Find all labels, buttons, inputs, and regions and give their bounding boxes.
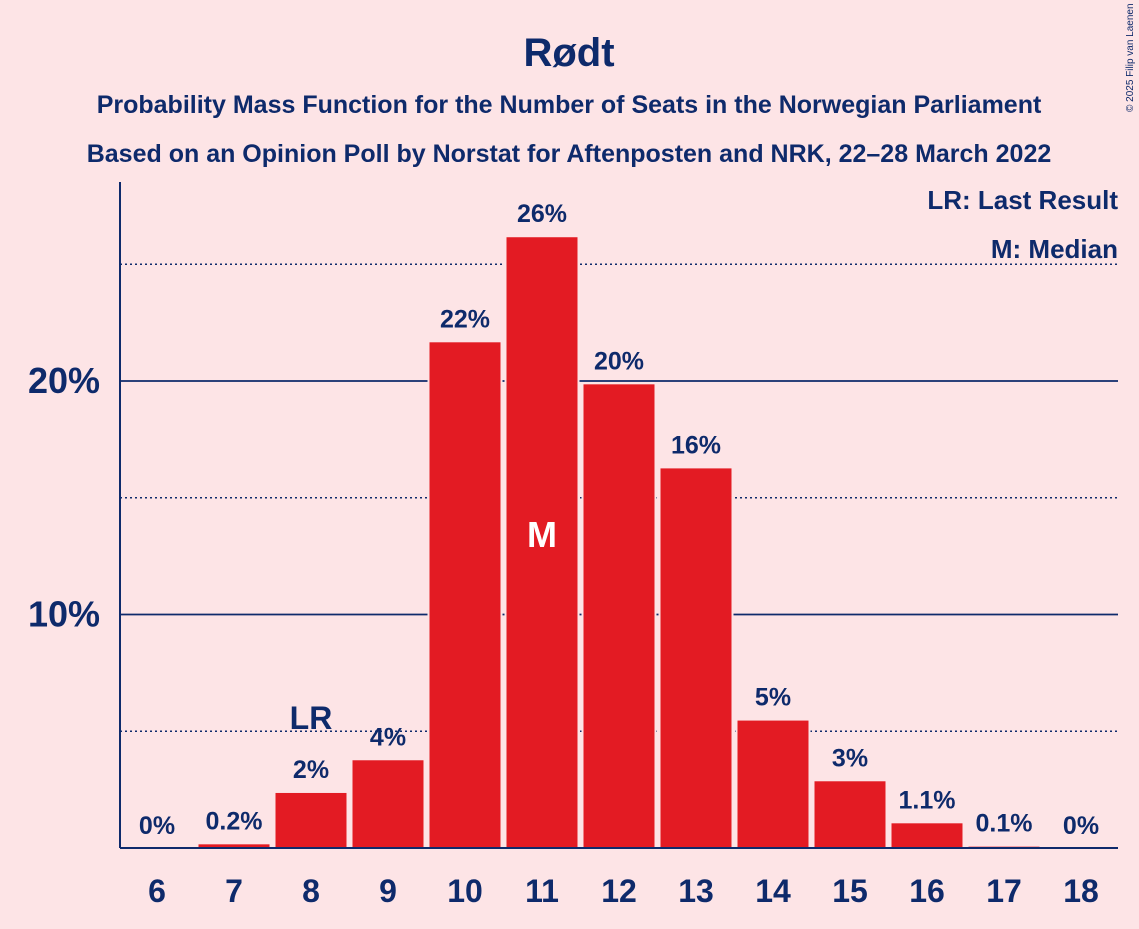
data-label: 0%: [1063, 812, 1099, 840]
x-tick-label: 10: [447, 873, 483, 909]
median-marker: M: [527, 514, 557, 555]
data-label: 2%: [293, 756, 329, 784]
data-label: 3%: [832, 744, 868, 772]
bar: [350, 758, 426, 850]
x-tick-label: 15: [832, 873, 868, 909]
data-labels: 0% 0.2% 2% LR 4% 22% 26% M 20% 16% 5% 3% 1.1% 0.1% 0%: [139, 200, 1099, 840]
x-tick-label: 13: [678, 873, 714, 909]
x-tick-label: 6: [148, 873, 166, 909]
data-label: 1.1%: [899, 786, 956, 814]
x-tick-label: 14: [755, 873, 791, 909]
chart-subtitle-2: Based on an Opinion Poll by Norstat for …: [87, 140, 1052, 168]
x-tick-label: 17: [986, 873, 1022, 909]
data-label: 22%: [440, 305, 490, 333]
data-label: 20%: [594, 347, 644, 375]
x-tick-label: 8: [302, 873, 320, 909]
x-tick-label: 18: [1063, 873, 1099, 909]
data-label: 0.2%: [206, 807, 263, 835]
x-tick-label: 16: [909, 873, 945, 909]
copyright-text: © 2025 Filip van Laenen: [1125, 3, 1136, 112]
y-tick-label: 10%: [28, 594, 100, 635]
data-label: 26%: [517, 200, 567, 228]
chart-title: Rødt: [523, 31, 614, 75]
x-tick-label: 7: [225, 873, 243, 909]
chart-subtitle: Probability Mass Function for the Number…: [97, 91, 1042, 119]
last-result-marker: LR: [290, 700, 333, 736]
bar: [812, 779, 888, 849]
x-tick-label: 9: [379, 873, 397, 909]
x-tick-label: 11: [525, 873, 559, 909]
data-label: 16%: [671, 431, 721, 459]
y-tick-label: 20%: [28, 360, 100, 401]
data-label: 5%: [755, 684, 791, 712]
bar: [889, 821, 965, 850]
data-label: 4%: [370, 723, 406, 751]
bar: [581, 382, 657, 849]
axes: 10% 20% 6 7 8 9 10 11 12 13 14 15 16 17 18: [28, 182, 1118, 909]
bar: [427, 340, 503, 849]
data-label: 0.1%: [976, 810, 1033, 838]
bar: [658, 466, 734, 849]
legend-median: M: Median: [991, 234, 1118, 264]
bar: [735, 718, 811, 850]
x-tick-label: 12: [601, 873, 637, 909]
data-label: 0%: [139, 812, 175, 840]
bar: [273, 790, 349, 850]
legend-last-result: LR: Last Result: [927, 185, 1118, 215]
